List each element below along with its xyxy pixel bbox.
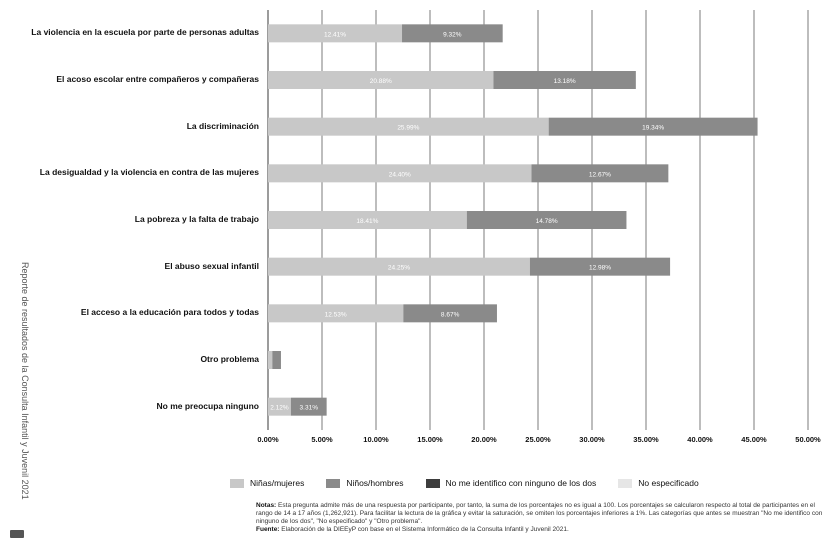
x-tick-label: 20.00% (471, 435, 497, 444)
legend-swatch-no-especificado (618, 478, 633, 488)
category-label: El acoso escolar entre compañeros y comp… (56, 74, 259, 84)
legend: Niñas/mujeres Niños/hombres No me identi… (230, 476, 721, 490)
category-label: Otro problema (200, 354, 259, 364)
bar-segment (493, 71, 636, 89)
category-label: El abuso sexual infantil (164, 260, 259, 271)
x-tick-label: 0.00% (257, 435, 279, 444)
category-label: La desigualdad y la violencia en contra … (39, 167, 259, 178)
x-tick-label: 35.00% (633, 435, 659, 444)
data-label: 13.18% (554, 78, 576, 85)
legend-label-ninas: Niñas/mujeres (250, 478, 305, 488)
category-label: El acceso a la educación para todos y to… (80, 307, 259, 318)
data-label: 24.40% (389, 171, 411, 178)
legend-item-ninas: Niñas/mujeres (230, 478, 304, 488)
data-label: 18.41% (356, 218, 378, 225)
data-label: 14.78% (536, 218, 558, 225)
legend-label-ninos: Niños/hombres (346, 478, 404, 488)
x-tick-label: 45.00% (741, 435, 767, 444)
source-text: Elaboración de la DIEEyP con base en el … (281, 526, 569, 533)
bar-segment (268, 304, 404, 323)
legend-swatch-no-identifico (425, 478, 440, 488)
bar-segment (529, 257, 671, 276)
data-label: 24.25% (388, 265, 410, 272)
data-label: 12.53% (325, 311, 347, 318)
bar-segment (268, 117, 549, 136)
bar-segment (268, 71, 494, 89)
bar-segment (268, 24, 403, 43)
legend-label-no-especificado: No especificado (638, 478, 699, 488)
bar-segment (268, 164, 532, 183)
category-label: La violencia en la escuela por parte de … (31, 27, 259, 38)
x-tick-label: 5.00% (311, 435, 333, 444)
bar-segment (466, 211, 627, 229)
data-label: 3.31% (300, 405, 319, 412)
category-label: La pobreza y la falta de trabajo (134, 214, 259, 224)
bar-segment (548, 117, 758, 136)
bar-segment (272, 351, 281, 369)
legend-item-ninos: Niños/hombres (326, 478, 404, 488)
x-tick-label: 10.00% (363, 435, 389, 444)
bar-segment (402, 24, 503, 43)
data-label: 8.67% (441, 311, 460, 318)
bar-segment (268, 397, 291, 416)
bar-segment (268, 351, 273, 369)
bar-segment (403, 304, 497, 323)
bar-segment (531, 164, 669, 183)
category-label: No me preocupa ninguno (156, 400, 259, 411)
legend-swatch-ninas (230, 478, 244, 488)
data-label: 9.32% (443, 31, 462, 38)
data-label: 2.12% (270, 405, 289, 412)
data-label: 19.34% (642, 125, 664, 132)
bar-segment (290, 397, 327, 416)
data-label: 12.67% (589, 171, 611, 178)
page-mark-icon (10, 530, 24, 538)
legend-label-no-identifico: No me identifico con ninguno de los dos (445, 478, 597, 488)
legend-item-no-especificado: No especificado (618, 478, 699, 488)
notes-label: Notas: (256, 502, 277, 509)
side-report-title: Reporte de resultados de la Consulta Inf… (20, 262, 30, 500)
source-label: Fuente: (256, 526, 280, 533)
legend-swatch-ninos (326, 478, 341, 488)
x-tick-label: 15.00% (417, 435, 443, 444)
data-label: 25.99% (397, 125, 419, 132)
data-label: 12.41% (324, 31, 346, 38)
bar-segment (268, 257, 530, 276)
legend-item-no-identifico: No me identifico con ninguno de los dos (425, 478, 597, 488)
notes-paragraph: Notas: Esta pregunta admite más de una r… (256, 502, 826, 526)
data-label: 12.98% (589, 265, 611, 272)
source-paragraph: Fuente: Elaboración de la DIEEyP con bas… (256, 526, 826, 534)
x-tick-label: 50.00% (795, 435, 821, 444)
category-label: La discriminación (186, 120, 259, 131)
data-label: 20.88% (370, 78, 392, 85)
notes-text: Esta pregunta admite más de una respuest… (256, 502, 823, 525)
x-tick-label: 30.00% (579, 435, 605, 444)
chart-notes: Notas: Esta pregunta admite más de una r… (256, 502, 826, 534)
x-tick-label: 40.00% (687, 435, 713, 444)
bar-segment (268, 211, 467, 229)
x-tick-label: 25.00% (525, 435, 551, 444)
